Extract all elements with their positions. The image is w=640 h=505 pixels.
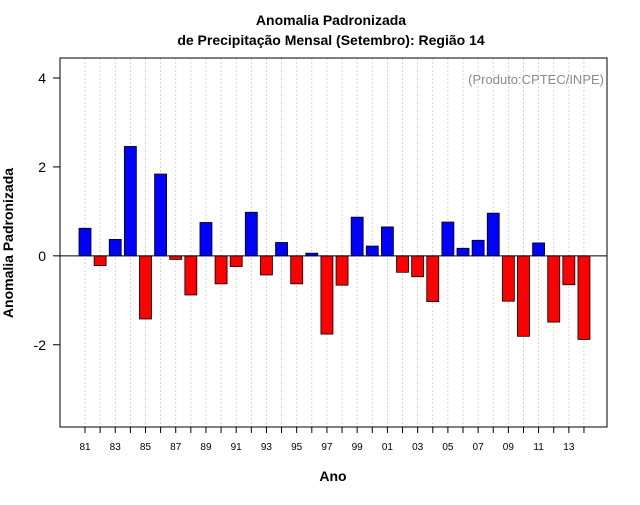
x-axis: 81 83 85 87 89 91 93 95 97 99 01 03 05 07 09 11 13 bbox=[79, 427, 585, 453]
x-tick-label: 81 bbox=[79, 442, 91, 453]
annotation-text: (Produto:CPTEC/INPE) bbox=[468, 72, 604, 87]
bar-2013 bbox=[562, 255, 576, 286]
y-tick-label: 4 bbox=[38, 70, 46, 86]
bar-2006 bbox=[456, 247, 470, 257]
bar-1987 bbox=[169, 255, 183, 260]
bar-2012 bbox=[547, 255, 561, 323]
y-tick-label: 2 bbox=[38, 159, 46, 175]
bar-1985 bbox=[139, 255, 152, 320]
bar-1981 bbox=[78, 227, 92, 257]
bar-1983 bbox=[108, 238, 122, 257]
x-tick-label: 97 bbox=[321, 442, 333, 453]
bar-2008 bbox=[486, 212, 500, 257]
x-tick-label: 93 bbox=[261, 442, 273, 453]
bar-2002 bbox=[396, 255, 409, 273]
chart-title: Anomalia Padronizada bbox=[256, 12, 406, 28]
x-tick-label: 95 bbox=[291, 442, 303, 453]
x-tick-label: 09 bbox=[503, 442, 515, 453]
x-tick-label: 99 bbox=[352, 442, 364, 453]
x-tick-label: 91 bbox=[231, 442, 243, 453]
x-tick-label: 85 bbox=[140, 442, 152, 453]
bar-1995 bbox=[290, 255, 304, 285]
y-tick-label: 0 bbox=[38, 248, 46, 264]
x-tick-label: 11 bbox=[533, 442, 544, 453]
x-tick-label: 13 bbox=[563, 442, 575, 453]
bar-1998 bbox=[335, 255, 349, 286]
bar-2004 bbox=[426, 255, 440, 303]
bar-1997 bbox=[320, 255, 334, 335]
x-tick-label: 05 bbox=[442, 442, 454, 453]
bar-2005 bbox=[441, 221, 455, 257]
x-tick-label: 01 bbox=[382, 442, 394, 453]
y-axis-label: Anomalia Padronizada bbox=[0, 168, 16, 318]
plot-frame bbox=[59, 57, 608, 428]
bar-2007 bbox=[471, 239, 485, 257]
y-axis: -2 0 2 4 bbox=[34, 70, 60, 353]
bar-1999 bbox=[350, 216, 364, 257]
bar-2009 bbox=[501, 255, 515, 302]
bar-1984 bbox=[123, 146, 137, 257]
x-tick-label: 07 bbox=[473, 442, 485, 453]
bar-2010 bbox=[517, 255, 530, 337]
chart-subtitle: de Precipitação Mensal (Setembro): Regiã… bbox=[177, 32, 485, 48]
x-axis-label: Ano bbox=[319, 468, 346, 484]
bar-1992 bbox=[244, 211, 258, 257]
bar-2001 bbox=[380, 226, 394, 257]
bar-2011 bbox=[532, 242, 545, 257]
y-tick-label: -2 bbox=[34, 337, 47, 353]
bar-1993 bbox=[260, 255, 273, 276]
bar-1991 bbox=[229, 255, 243, 267]
x-tick-label: 83 bbox=[110, 442, 122, 453]
bars bbox=[78, 146, 591, 340]
bar-1986 bbox=[154, 173, 168, 257]
bar-1988 bbox=[184, 255, 198, 296]
bar-1982 bbox=[93, 255, 107, 267]
bar-1990 bbox=[214, 255, 228, 285]
bar-1994 bbox=[275, 242, 288, 257]
x-tick-label: 03 bbox=[412, 442, 424, 453]
x-tick-label: 87 bbox=[170, 442, 182, 453]
bar-2000 bbox=[365, 245, 379, 257]
x-tick-label: 89 bbox=[200, 442, 212, 453]
bar-2014 bbox=[577, 255, 591, 340]
bar-1989 bbox=[199, 222, 213, 257]
bar-2003 bbox=[411, 255, 425, 278]
